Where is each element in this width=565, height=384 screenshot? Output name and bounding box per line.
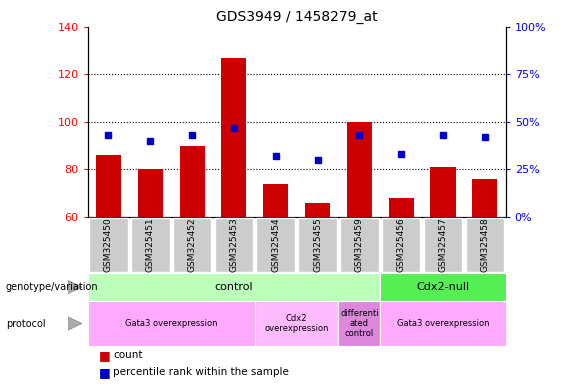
Text: ■: ■ [99, 366, 111, 379]
Text: protocol: protocol [6, 318, 45, 329]
Title: GDS3949 / 1458279_at: GDS3949 / 1458279_at [216, 10, 377, 25]
Text: GSM325453: GSM325453 [229, 217, 238, 272]
FancyBboxPatch shape [131, 218, 170, 271]
Bar [338, 301, 380, 346]
Text: Gata3 overexpression: Gata3 overexpression [125, 319, 218, 328]
Text: GSM325452: GSM325452 [188, 217, 197, 272]
Text: ■: ■ [99, 349, 111, 362]
Text: GSM325454: GSM325454 [271, 217, 280, 272]
Text: GSM325458: GSM325458 [480, 217, 489, 272]
Bar [431, 167, 455, 217]
Polygon shape [68, 280, 82, 294]
FancyBboxPatch shape [382, 218, 420, 271]
Text: GSM325451: GSM325451 [146, 217, 155, 272]
Bar [472, 179, 497, 217]
Text: GSM325455: GSM325455 [313, 217, 322, 272]
Text: Gata3 overexpression: Gata3 overexpression [397, 319, 489, 328]
Text: GSM325459: GSM325459 [355, 217, 364, 272]
Text: GSM325450: GSM325450 [104, 217, 113, 272]
Bar [180, 146, 205, 217]
Bar [305, 203, 330, 217]
Text: GSM325456: GSM325456 [397, 217, 406, 272]
Text: Cdx2-null: Cdx2-null [416, 282, 470, 292]
Text: control: control [215, 282, 253, 292]
Polygon shape [68, 317, 82, 330]
Text: differenti
ated
control: differenti ated control [340, 309, 379, 338]
Bar [380, 273, 506, 301]
Bar [347, 122, 372, 217]
FancyBboxPatch shape [424, 218, 462, 271]
Bar [88, 273, 380, 301]
FancyBboxPatch shape [173, 218, 211, 271]
Bar [96, 155, 121, 217]
Bar [263, 184, 288, 217]
Text: genotype/variation: genotype/variation [6, 282, 98, 292]
Text: count: count [113, 350, 142, 360]
FancyBboxPatch shape [466, 218, 504, 271]
Text: GSM325457: GSM325457 [438, 217, 447, 272]
Bar [221, 58, 246, 217]
Text: percentile rank within the sample: percentile rank within the sample [113, 367, 289, 377]
Bar [138, 169, 163, 217]
FancyBboxPatch shape [89, 218, 128, 271]
FancyBboxPatch shape [298, 218, 337, 271]
FancyBboxPatch shape [257, 218, 295, 271]
Bar [255, 301, 338, 346]
Bar [88, 301, 255, 346]
Bar [380, 301, 506, 346]
FancyBboxPatch shape [340, 218, 379, 271]
FancyBboxPatch shape [215, 218, 253, 271]
Text: Cdx2
overexpression: Cdx2 overexpression [264, 314, 329, 333]
Bar [389, 198, 414, 217]
